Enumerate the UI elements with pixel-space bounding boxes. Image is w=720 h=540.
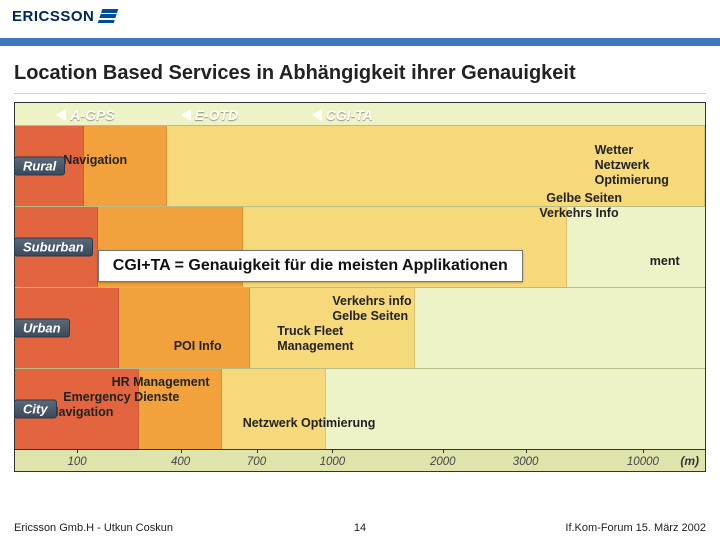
header-rule xyxy=(0,38,720,46)
brand-header: ERICSSON xyxy=(0,0,720,48)
annotation: Navigation xyxy=(50,405,114,419)
annotation: Emergency Dienste xyxy=(63,390,179,404)
row-label: City xyxy=(14,399,57,418)
tech-label: E-OTD xyxy=(181,107,239,123)
page-number: 14 xyxy=(354,522,366,534)
annotation: Netzwerk xyxy=(595,158,650,172)
brand-bars-icon xyxy=(98,9,119,23)
page-title: Location Based Services in Abhängigkeit … xyxy=(0,48,720,93)
annotation: Management xyxy=(277,339,353,353)
annotation: Optimierung xyxy=(595,173,669,187)
accuracy-chart: A-GPS E-OTD CGI-TA (m) 100 400 700 1000 2000 30… xyxy=(14,102,706,472)
annotation: Navigation xyxy=(63,153,127,167)
annotation: POI Info xyxy=(174,339,222,353)
x-axis: (m) 100 400 700 1000 2000 3000 10000 xyxy=(15,449,705,471)
annotation: Truck Fleet xyxy=(277,324,343,338)
slide-footer: Ericsson Gmb.H - Utkun Coskun 14 If.Kom-… xyxy=(14,522,706,534)
x-tick: 1000 xyxy=(320,456,346,468)
tech-label-bar: A-GPS E-OTD CGI-TA xyxy=(15,103,705,133)
tech-label: CGI-TA xyxy=(312,107,373,123)
footer-right: If.Kom-Forum 15. März 2002 xyxy=(565,522,706,534)
x-axis-unit: (m) xyxy=(680,454,699,468)
x-tick: 700 xyxy=(247,456,266,468)
x-tick: 2000 xyxy=(430,456,456,468)
row-label: Rural xyxy=(14,157,65,176)
annotation: Netzwerk Optimierung xyxy=(243,416,376,430)
callout-box: CGI+TA = Genauigkeit für die meisten App… xyxy=(98,250,523,282)
x-tick: 400 xyxy=(171,456,190,468)
x-tick: 3000 xyxy=(513,456,539,468)
annotation: Verkehrs Info xyxy=(539,206,618,220)
annotation: HR Management xyxy=(112,375,210,389)
title-underline xyxy=(14,93,706,94)
footer-left: Ericsson Gmb.H - Utkun Coskun xyxy=(14,522,173,534)
annotation: Gelbe Seiten xyxy=(332,309,408,323)
annotation: Wetter xyxy=(595,143,634,157)
row-label: Suburban xyxy=(14,238,93,257)
brand-logo: ERICSSON xyxy=(12,8,116,25)
row-label: Urban xyxy=(14,318,70,337)
x-tick: 100 xyxy=(68,456,87,468)
annotation: ment xyxy=(650,254,680,268)
tech-label: A-GPS xyxy=(56,107,114,123)
brand-name: ERICSSON xyxy=(12,8,94,25)
annotation: Verkehrs info xyxy=(332,294,411,308)
x-tick: 10000 xyxy=(627,456,659,468)
annotation: Gelbe Seiten xyxy=(546,191,622,205)
